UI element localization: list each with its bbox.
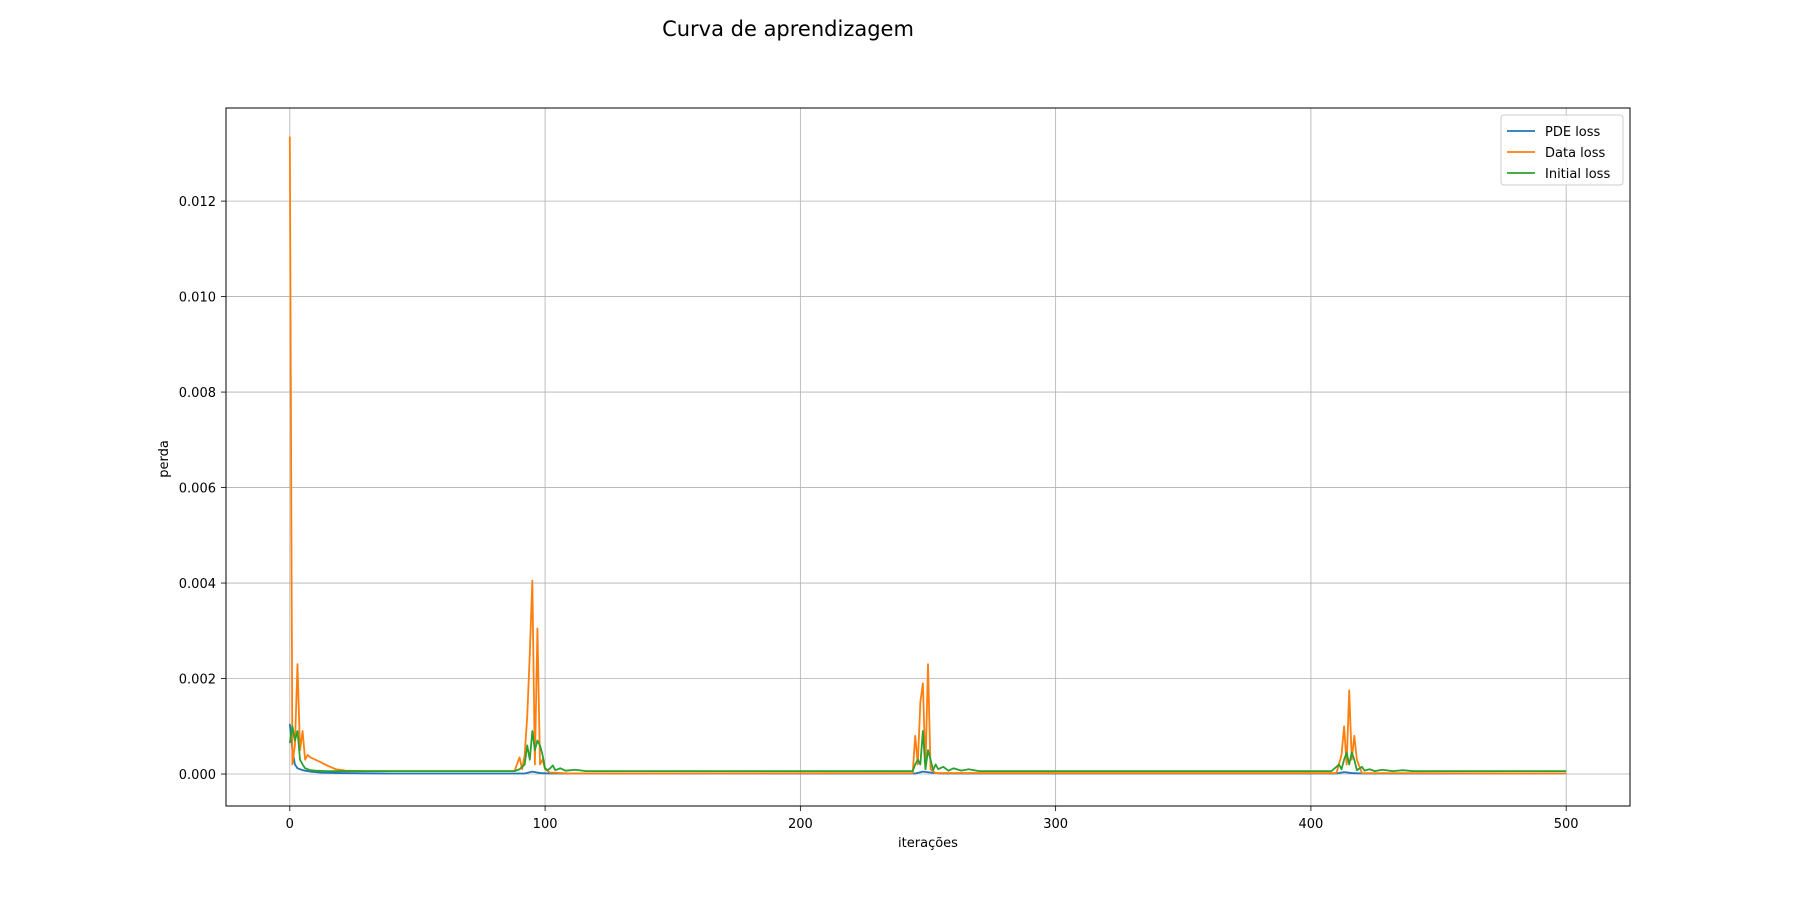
y-tick-label: 0.004 — [179, 577, 216, 592]
x-tick-label: 400 — [1298, 817, 1323, 832]
pde-loss-line — [288, 723, 1567, 775]
x-tick-label: 200 — [788, 817, 813, 832]
x-tick-label: 0 — [286, 817, 294, 832]
y-tick-label: 0.006 — [179, 482, 216, 497]
legend-box — [1500, 114, 1624, 186]
data-loss-legend-label: Data loss — [1545, 146, 1606, 161]
y-tick-label: 0.008 — [179, 386, 216, 401]
y-axis-label: perda — [157, 440, 172, 478]
x-tick-label: 300 — [1043, 817, 1068, 832]
legend: PDE loss Data loss Initial loss — [1500, 114, 1624, 186]
x-tick-label: 100 — [533, 817, 558, 832]
plot-series — [288, 136, 1567, 775]
x-axis-label: iterações — [898, 836, 958, 851]
data-loss-line — [288, 136, 1567, 775]
y-tick-label: 0.002 — [179, 673, 216, 688]
plot-frame — [225, 107, 1631, 807]
x-tick-label: 500 — [1554, 817, 1579, 832]
y-tick-label: 0.000 — [179, 768, 216, 783]
y-tick-label: 0.012 — [179, 195, 216, 210]
chart-title: Curva de aprendizagem — [662, 17, 914, 41]
initial-loss-legend-label: Initial loss — [1545, 167, 1610, 182]
axis-ticks: 0 100 200 300 400 500 0.000 0.002 0.004 0.006 0.00… — [179, 195, 1579, 832]
pde-loss-legend-label: PDE loss — [1545, 125, 1601, 140]
y-tick-label: 0.010 — [179, 291, 216, 306]
initial-loss-line — [288, 725, 1567, 773]
